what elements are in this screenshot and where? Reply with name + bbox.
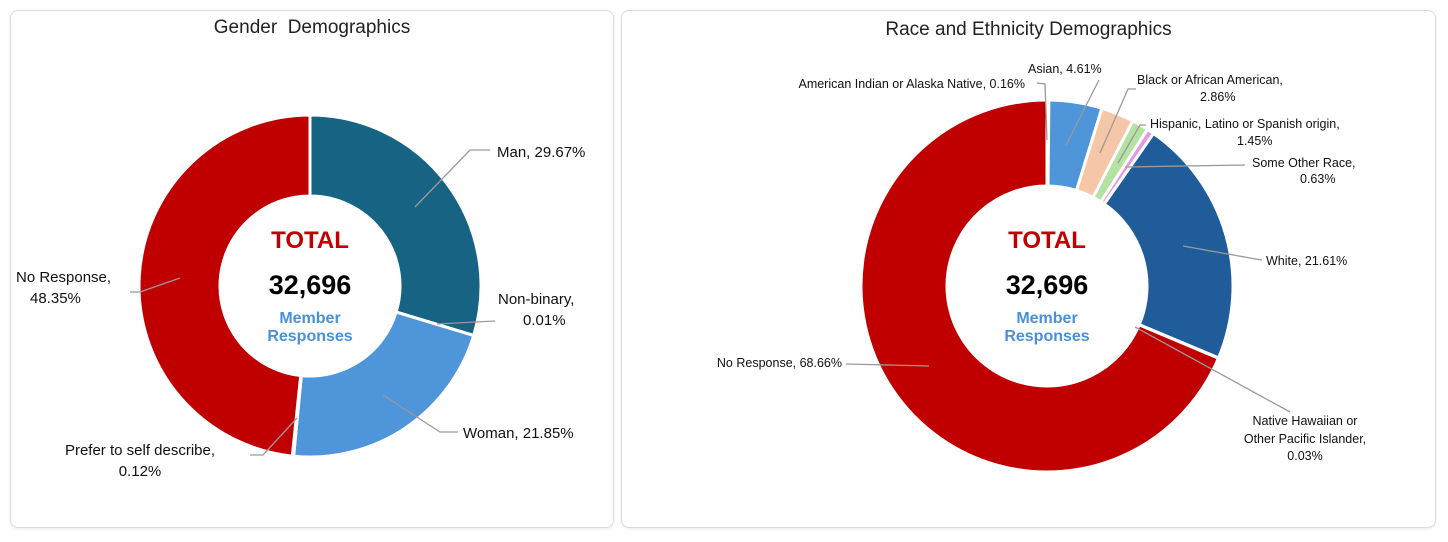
leader-line: [436, 320, 496, 325]
slice-label: 2.86%: [1200, 90, 1235, 104]
slice-label: No Response,: [16, 269, 111, 286]
center-total-value: 32,696: [1006, 270, 1089, 300]
slice-label: 48.35%: [30, 290, 81, 307]
donut-slice: [1102, 131, 1235, 360]
slice-label: Asian, 4.61%: [1028, 62, 1102, 76]
center-sub2: Responses: [1004, 328, 1089, 345]
leader-line: [845, 363, 930, 367]
leader-line: [382, 394, 458, 433]
slice-label: 0.12%: [119, 463, 162, 480]
donut-slice: [291, 310, 476, 459]
slice-label: Non-binary,: [498, 291, 574, 308]
slice-label: Native Hawaiian or: [1253, 414, 1358, 428]
slice-label: Woman, 21.85%: [463, 425, 574, 442]
slice-label: 0.01%: [523, 312, 566, 329]
slice-label: Other Pacific Islander,: [1244, 432, 1366, 446]
slice-label: 1.45%: [1237, 134, 1272, 148]
center-sub2: Responses: [267, 328, 352, 345]
gender-chart-title: Gender Demographics: [213, 17, 411, 38]
slice-label: Man, 29.67%: [497, 144, 585, 161]
slice-label: No Response, 68.66%: [717, 356, 842, 370]
center-total-value: 32,696: [269, 270, 352, 300]
donut-slice: [137, 113, 312, 458]
slice-label: Hispanic, Latino or Spanish origin,: [1150, 117, 1340, 131]
leader-line: [250, 417, 298, 456]
leader-line: [414, 149, 490, 208]
center-sub1: Member: [1016, 310, 1077, 327]
leader-line: [1065, 79, 1100, 146]
center-total-label: TOTAL: [271, 227, 349, 254]
center-sub1: Member: [279, 310, 340, 327]
leader-line: [1036, 82, 1048, 141]
race-chart-title: Race and Ethnicity Demographics: [885, 19, 1172, 40]
center-total-label: TOTAL: [1008, 227, 1086, 254]
leader-line: [1124, 164, 1246, 168]
leader-line: [1182, 245, 1263, 261]
slice-label: 0.63%: [1300, 172, 1335, 186]
slice-label: Black or African American,: [1137, 73, 1283, 87]
leader-line: [1117, 124, 1146, 164]
leader-line: [1134, 326, 1291, 413]
slice-label: American Indian or Alaska Native, 0.16%: [798, 77, 1025, 91]
slice-label: 0.03%: [1287, 449, 1322, 463]
slice-label: Prefer to self describe,: [65, 442, 215, 459]
slice-label: Some Other Race,: [1252, 156, 1356, 170]
leader-line: [130, 277, 181, 293]
slice-label: White, 21.61%: [1266, 254, 1347, 268]
leader-line: [1099, 88, 1136, 154]
donut-slice: [859, 98, 1221, 474]
donut-slice: [308, 113, 483, 338]
